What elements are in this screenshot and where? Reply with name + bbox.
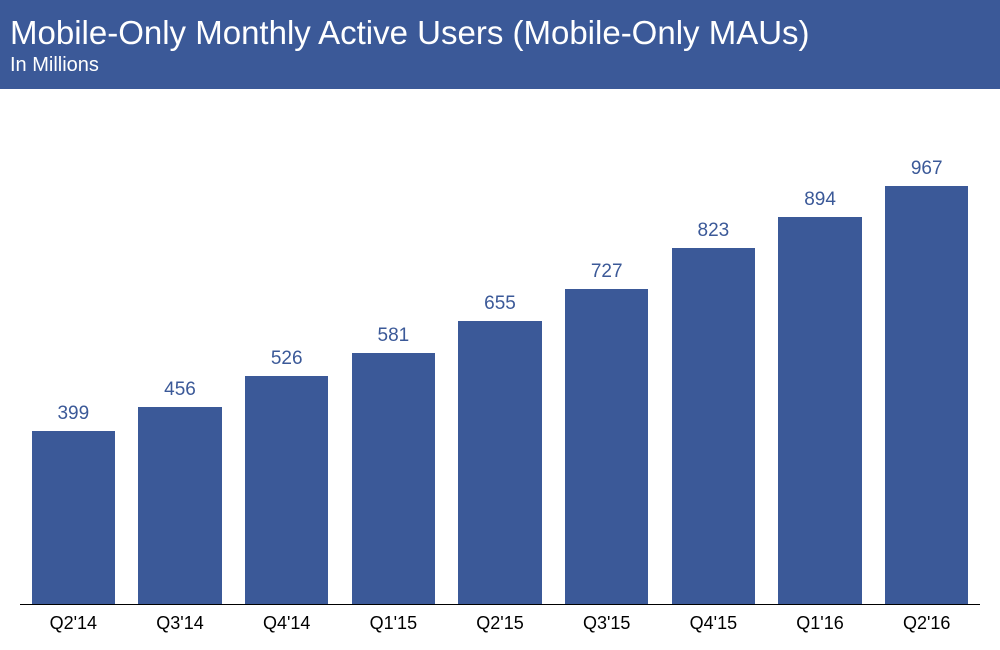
chart-container: 399456526581655727823894967 Q2'14Q3'14Q4… [0, 89, 1000, 639]
x-axis-label: Q2'16 [873, 613, 980, 634]
x-axis: Q2'14Q3'14Q4'14Q1'15Q2'15Q3'15Q4'15Q1'16… [20, 605, 980, 639]
bar-slot: 894 [767, 129, 874, 604]
x-axis-label: Q1'15 [340, 613, 447, 634]
x-axis-label: Q4'15 [660, 613, 767, 634]
plot-area: 399 456 526 581 655 727 823 894 967 [20, 129, 980, 605]
bar-value-label: 399 [57, 403, 89, 425]
bar-slot: 967 [873, 129, 980, 604]
x-axis-label: Q3'14 [127, 613, 234, 634]
bar-slot: 456 [127, 129, 234, 604]
bar [458, 321, 541, 604]
bar [885, 186, 968, 604]
bar [565, 289, 648, 604]
x-axis-label: Q1'16 [767, 613, 874, 634]
bar-slot: 727 [553, 129, 660, 604]
bar-slot: 823 [660, 129, 767, 604]
x-axis-label: Q4'14 [233, 613, 340, 634]
chart-title: Mobile-Only Monthly Active Users (Mobile… [10, 14, 990, 52]
bar-slot: 526 [233, 129, 340, 604]
x-axis-label: Q2'15 [447, 613, 554, 634]
bar-slot: 655 [447, 129, 554, 604]
bar [672, 248, 755, 604]
x-axis-label: Q2'14 [20, 613, 127, 634]
bar [352, 353, 435, 604]
chart-header: Mobile-Only Monthly Active Users (Mobile… [0, 0, 1000, 89]
bar-value-label: 456 [164, 379, 196, 401]
bar [245, 376, 328, 604]
bar [138, 407, 221, 604]
bar-slot: 399 [20, 129, 127, 604]
bars-group: 399 456 526 581 655 727 823 894 967 [20, 129, 980, 604]
bar [32, 431, 115, 604]
bar-value-label: 823 [698, 220, 730, 242]
bar-value-label: 581 [378, 325, 410, 347]
bar-value-label: 526 [271, 348, 303, 370]
bar [778, 217, 861, 604]
x-axis-label: Q3'15 [553, 613, 660, 634]
bar-slot: 581 [340, 129, 447, 604]
bar-value-label: 727 [591, 261, 623, 283]
bar-value-label: 967 [911, 158, 943, 180]
bar-value-label: 894 [804, 189, 836, 211]
bar-chart: 399456526581655727823894967 Q2'14Q3'14Q4… [20, 129, 980, 639]
bar-value-label: 655 [484, 293, 516, 315]
chart-subtitle: In Millions [10, 54, 990, 77]
